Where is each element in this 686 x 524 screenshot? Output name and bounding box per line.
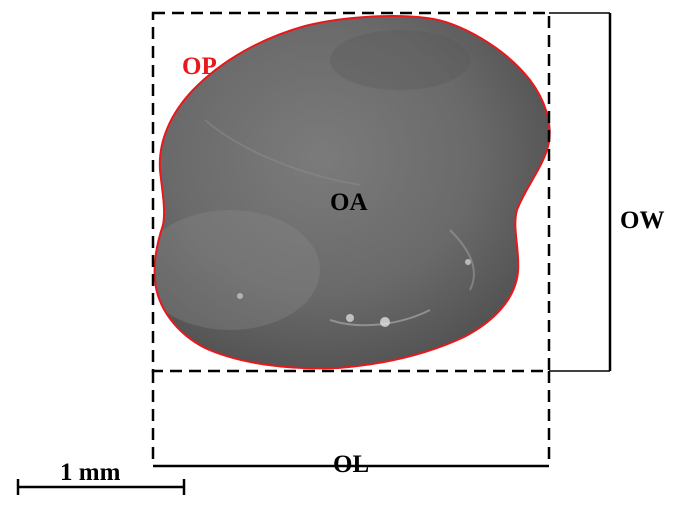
bounding-box-dashed [151, 11, 551, 373]
scale-bar [16, 479, 186, 495]
width-label: OW [620, 207, 665, 234]
area-label: OA [330, 189, 368, 216]
length-label: OL [333, 451, 370, 478]
scale-label: 1 mm [60, 459, 121, 486]
perimeter-outline [153, 15, 551, 370]
otolith-specimen [154, 16, 550, 369]
perimeter-label: OP [182, 53, 217, 80]
